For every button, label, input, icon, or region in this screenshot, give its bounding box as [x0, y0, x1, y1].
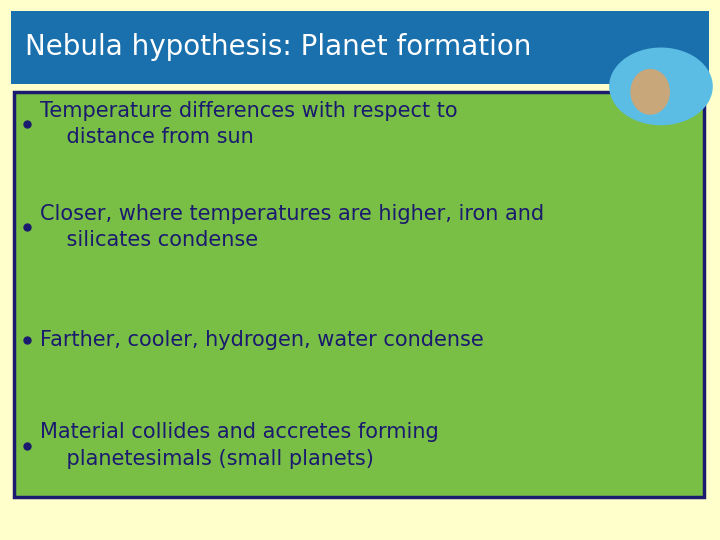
Bar [11, 11, 709, 84]
Text: Farther, cooler, hydrogen, water condense: Farther, cooler, hydrogen, water condens… [40, 330, 483, 350]
Bar [14, 92, 704, 497]
Ellipse shape [631, 69, 670, 115]
Text: Closer, where temperatures are higher, iron and
    silicates condense: Closer, where temperatures are higher, i… [40, 204, 544, 250]
Text: Nebula hypothesis: Planet formation: Nebula hypothesis: Planet formation [25, 33, 531, 61]
Circle shape [609, 48, 713, 125]
Text: Temperature differences with respect to
    distance from sun: Temperature differences with respect to … [40, 101, 457, 147]
Text: Material collides and accretes forming
    planetesimals (small planets): Material collides and accretes forming p… [40, 422, 438, 469]
